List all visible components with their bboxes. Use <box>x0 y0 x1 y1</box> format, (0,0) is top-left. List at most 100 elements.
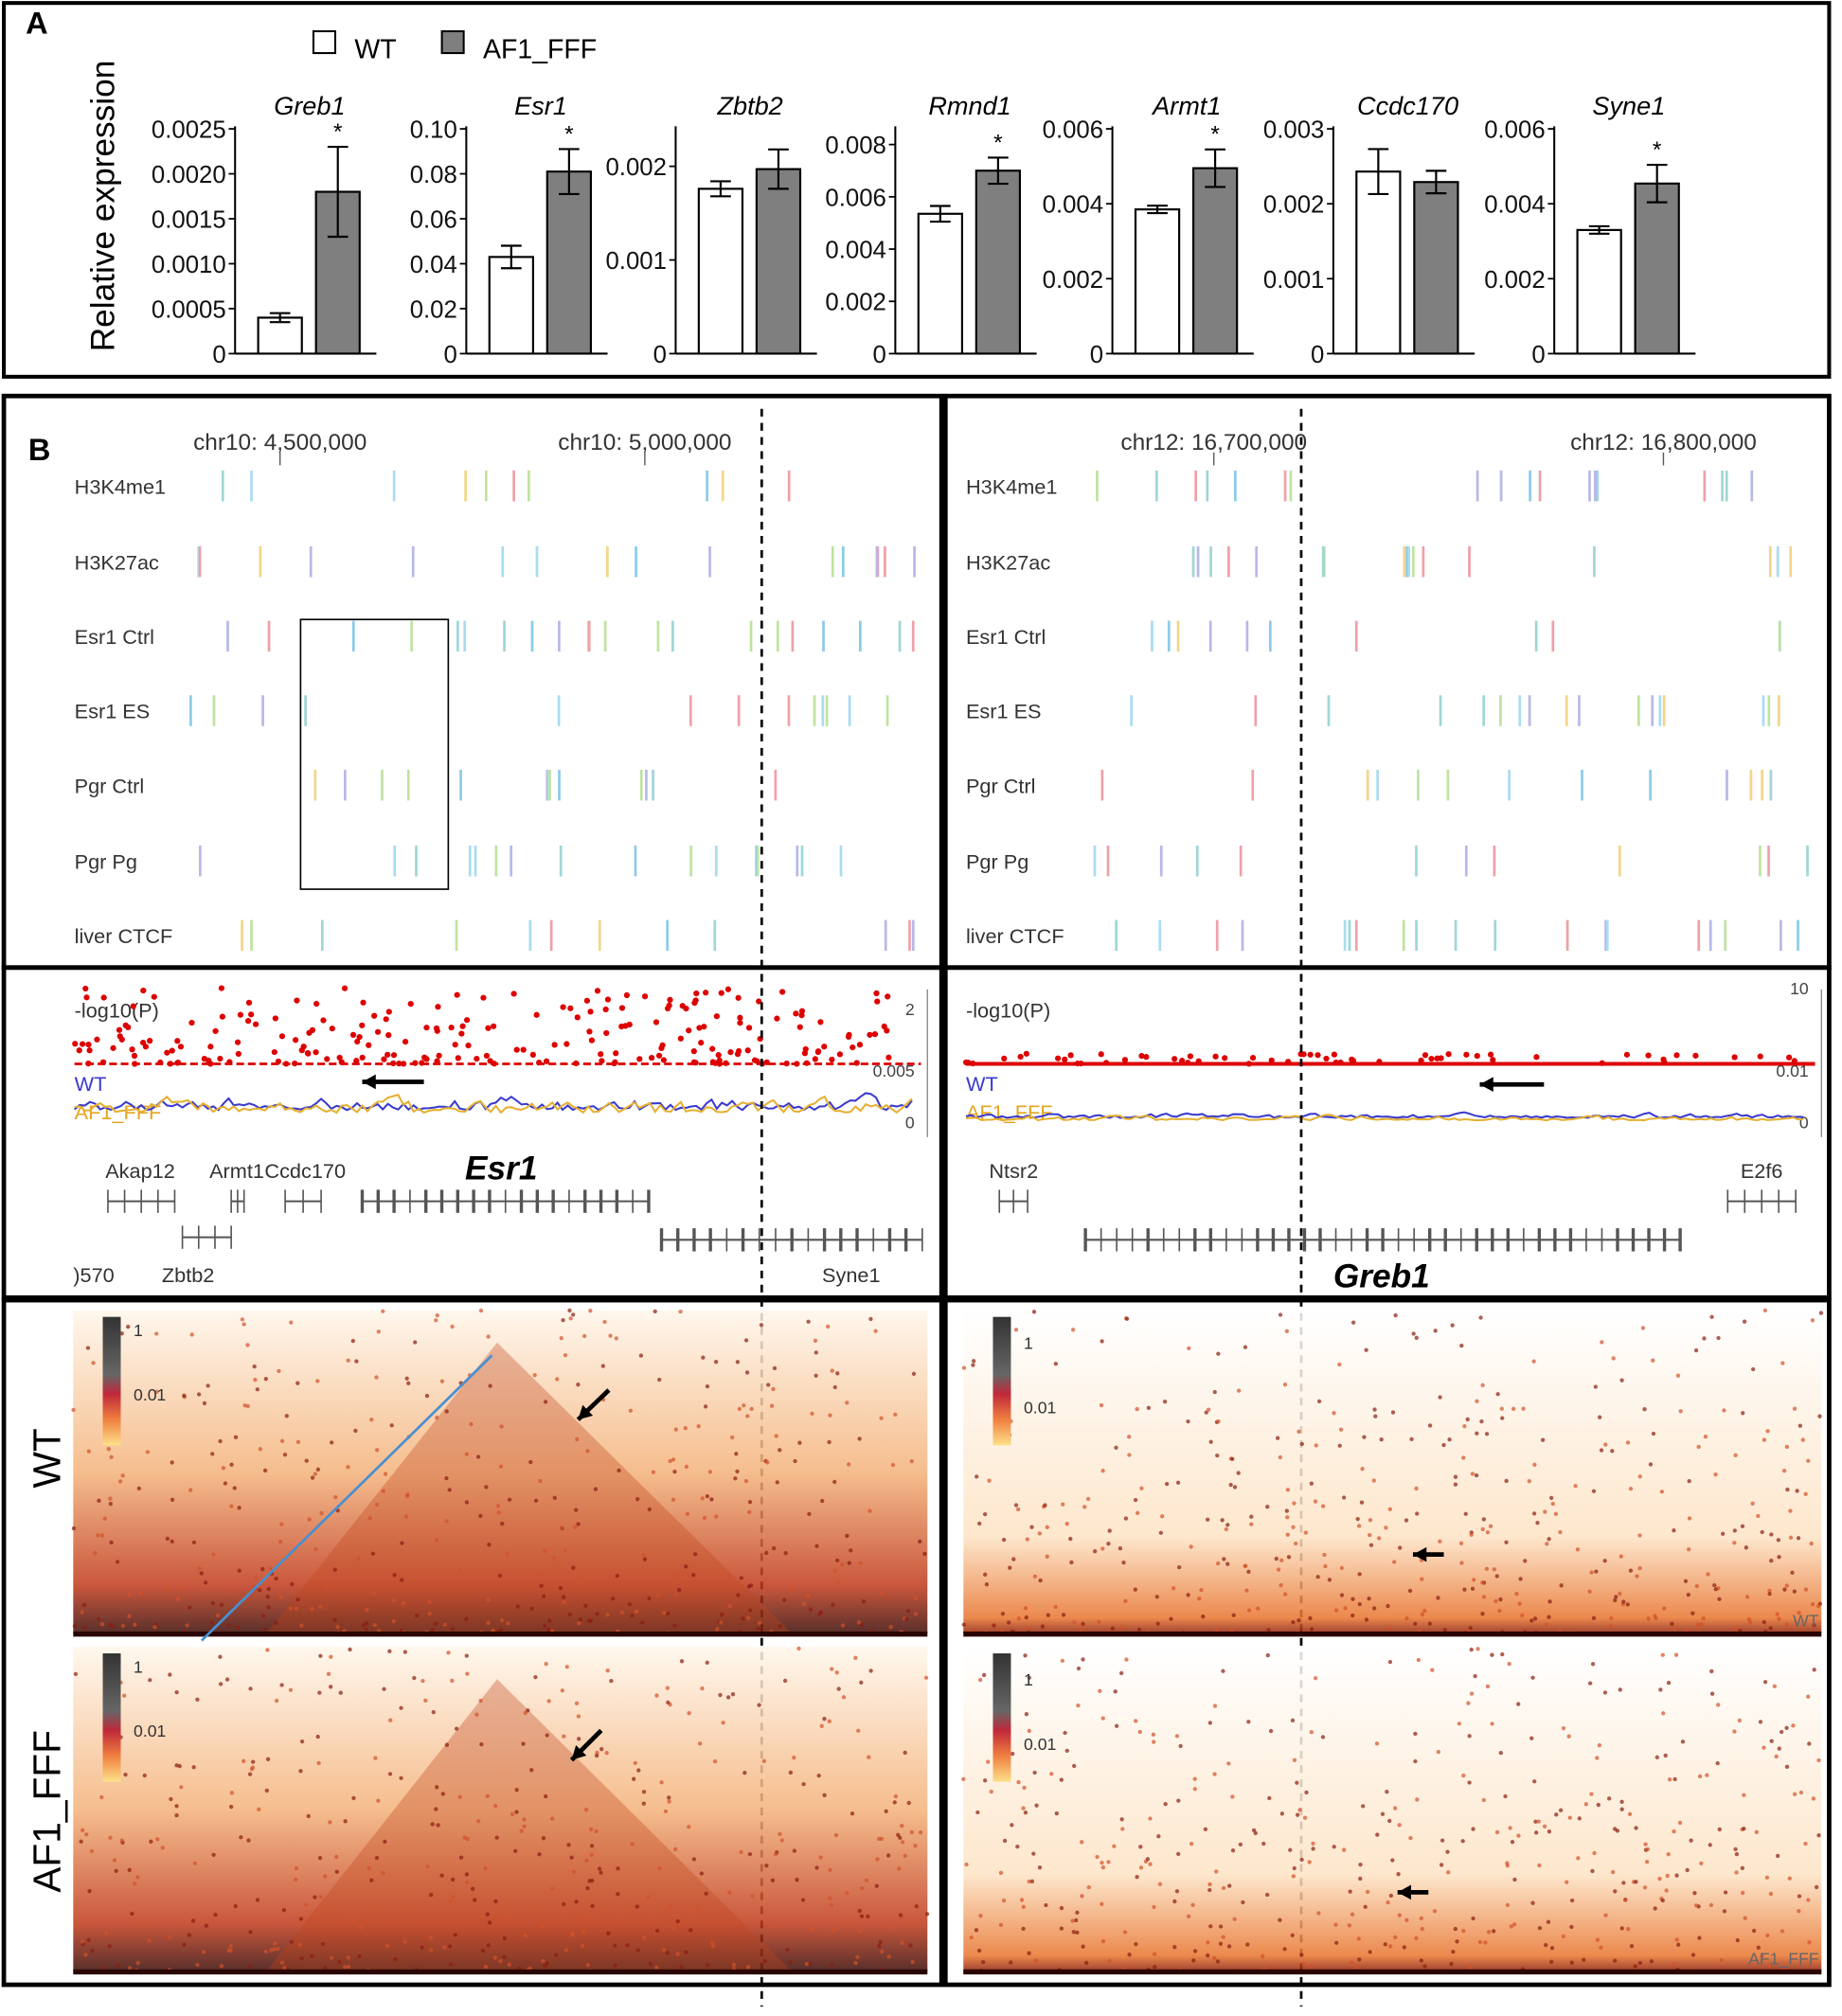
hic-contact <box>1307 1860 1312 1864</box>
hic-contact <box>428 1892 434 1898</box>
hic-contact <box>73 1671 79 1677</box>
pvalue-dot <box>587 1008 594 1015</box>
hic-contact <box>1230 1848 1236 1853</box>
chart-title: Armt1 <box>1151 91 1221 120</box>
hic-contact <box>1758 1720 1763 1724</box>
hic-contact <box>889 1925 894 1931</box>
hic-contact <box>402 1939 407 1944</box>
hic-contact <box>1261 1954 1265 1959</box>
hic-contact <box>581 1929 586 1934</box>
hic-contact <box>560 1688 565 1693</box>
hic-contact <box>1299 1857 1304 1863</box>
hic-contact <box>856 1620 862 1625</box>
hic-contact <box>264 1788 269 1793</box>
pvalue-dot <box>574 1014 581 1021</box>
hic-contact <box>1672 1627 1677 1632</box>
hic-contact <box>1672 1829 1676 1834</box>
y-tick-label: 0.002 <box>1484 267 1545 294</box>
hic-contact <box>1553 1511 1559 1516</box>
hic-contact <box>604 1751 609 1756</box>
hic-contact <box>1314 1443 1318 1448</box>
hic-contact <box>918 1539 922 1544</box>
hic-contact <box>744 1370 750 1375</box>
hic-contact <box>1517 1601 1522 1606</box>
hic-contact <box>841 1695 847 1700</box>
hic-contact <box>1628 1568 1634 1573</box>
hic-contact <box>719 1620 724 1625</box>
pvalue-dot <box>459 1023 466 1029</box>
hic-contact <box>1817 1414 1822 1418</box>
pvalue-dot <box>132 1061 138 1067</box>
hic-contact <box>641 1801 646 1806</box>
hic-contact <box>1815 1603 1821 1609</box>
hic-contact <box>313 1546 318 1552</box>
hic-contact <box>1204 1410 1208 1415</box>
hic-contact <box>879 1836 885 1842</box>
hic-contact <box>400 1578 404 1582</box>
hic-contact <box>465 1671 470 1676</box>
hic-contact <box>1648 1462 1654 1467</box>
pvalue-dot <box>226 1059 233 1065</box>
hic-contact <box>1459 1343 1464 1348</box>
hic-contact <box>1740 1865 1745 1871</box>
hic-contact <box>903 1616 909 1622</box>
hic-contact <box>483 1865 488 1871</box>
hic-contact <box>433 1621 438 1626</box>
hic-contact <box>1119 1817 1124 1822</box>
pvalue-dot <box>1185 1060 1191 1066</box>
hic-contact <box>1404 1918 1409 1922</box>
hic-contact <box>473 1898 477 1902</box>
track-label: H3K27ac <box>966 550 1050 574</box>
hic-contact <box>778 1624 782 1629</box>
y-axis-label: Relative expression <box>85 61 122 352</box>
line-label: WT <box>75 1072 107 1096</box>
hic-contact <box>1741 1890 1745 1896</box>
hic-contact <box>1172 1899 1177 1904</box>
hic-contact <box>911 1371 917 1377</box>
hic-contact <box>1154 1595 1159 1599</box>
pvalue-dot <box>384 1051 391 1058</box>
pvalue-dot <box>164 1049 170 1056</box>
hic-contact <box>1415 1511 1420 1516</box>
hic-contact <box>1043 1503 1047 1508</box>
hic-contact <box>987 1478 992 1483</box>
hic-contact <box>1054 1811 1059 1816</box>
arrow-head <box>1397 1884 1411 1900</box>
hic-contact <box>1135 1510 1140 1515</box>
hic-contact <box>233 1903 238 1909</box>
hic-contact <box>1713 1472 1718 1477</box>
hic-contact <box>906 1800 911 1806</box>
hic-contact <box>1680 1739 1686 1744</box>
hic-contact <box>108 1496 113 1501</box>
pvalue-dot <box>283 1061 290 1067</box>
hic-contact <box>1214 1869 1219 1874</box>
hic-contact <box>900 1840 905 1845</box>
pvalue-dot <box>715 1052 722 1059</box>
hic-contact <box>1238 1842 1243 1847</box>
track-label: -log10(P) <box>75 999 159 1023</box>
hic-contact <box>372 1622 377 1628</box>
hic-contact <box>671 1457 676 1462</box>
hic-contact <box>1282 1947 1287 1952</box>
hic-contact <box>599 1870 603 1875</box>
hic-contact <box>1316 1399 1322 1404</box>
hic-contact <box>673 1592 679 1597</box>
hic-contact <box>1152 1952 1157 1956</box>
hic-contact <box>1174 1734 1180 1739</box>
hic-contact <box>1797 1894 1802 1899</box>
hic-contact <box>1096 1619 1101 1624</box>
hic-contact <box>562 1901 566 1907</box>
hic-contact <box>1516 1833 1521 1838</box>
hic-contact <box>1243 1563 1248 1568</box>
hic-contact <box>269 1948 274 1953</box>
hic-contact <box>475 1454 481 1459</box>
hic-contact <box>284 1414 289 1418</box>
hic-contact <box>507 1962 511 1967</box>
hic-contact <box>1207 1887 1212 1893</box>
hic-contact <box>727 1890 732 1895</box>
hic-contact <box>1076 1666 1082 1671</box>
hic-contact <box>1186 1418 1190 1424</box>
hic-contact <box>1301 1961 1306 1967</box>
hic-contact <box>984 1582 990 1587</box>
hic-contact <box>1221 1935 1225 1939</box>
